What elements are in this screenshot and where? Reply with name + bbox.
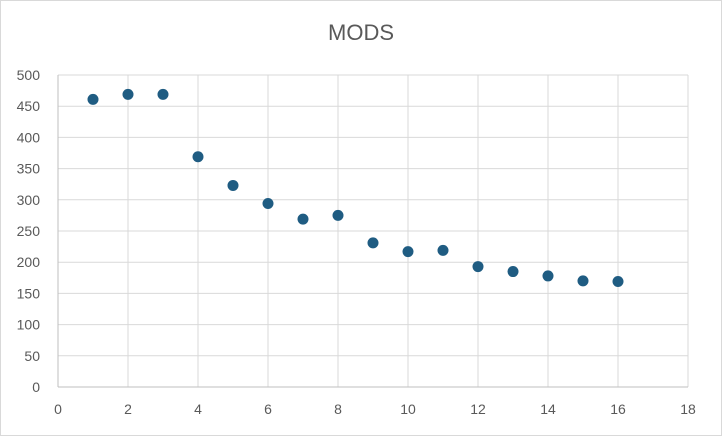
grid-lines: [58, 74, 689, 387]
y-tick-label: 300: [17, 192, 41, 208]
y-tick-label: 50: [24, 348, 40, 364]
data-point: [332, 209, 344, 221]
data-point: [157, 88, 169, 100]
x-tick-labels: 0 2 4 6 8 10 12 14 16 18: [54, 401, 696, 417]
x-tick-label: 12: [470, 401, 486, 417]
data-point: [577, 275, 589, 287]
data-point: [262, 198, 274, 210]
data-point: [297, 213, 309, 225]
y-tick-label: 250: [17, 223, 41, 239]
data-point: [367, 237, 379, 249]
data-point: [437, 244, 449, 256]
y-tick-label: 450: [17, 98, 41, 114]
y-tick-label: 100: [17, 317, 41, 333]
data-point: [507, 266, 519, 278]
x-tick-label: 16: [610, 401, 626, 417]
data-point: [542, 270, 554, 282]
data-point: [87, 93, 99, 105]
data-points: [87, 88, 624, 288]
x-tick-label: 6: [264, 401, 272, 417]
x-tick-label: 4: [194, 401, 202, 417]
x-tick-label: 0: [54, 401, 62, 417]
x-tick-label: 10: [400, 401, 416, 417]
data-point: [192, 151, 204, 163]
y-tick-labels: 0 50 100 150 200 250 300 350 400 450 500: [17, 67, 41, 395]
y-tick-label: 350: [17, 161, 41, 177]
y-tick-label: 150: [17, 285, 41, 301]
x-tick-label: 2: [124, 401, 132, 417]
data-point: [402, 246, 414, 258]
axes: [57, 75, 688, 388]
y-tick-label: 500: [17, 67, 41, 83]
x-tick-label: 14: [540, 401, 556, 417]
data-point: [472, 261, 484, 273]
chart-title: MODS: [328, 20, 394, 45]
x-tick-label: 8: [334, 401, 342, 417]
y-tick-label: 200: [17, 254, 41, 270]
y-tick-label: 0: [32, 379, 40, 395]
data-point: [122, 88, 134, 100]
data-point: [612, 276, 624, 288]
data-point: [227, 179, 239, 191]
y-tick-label: 400: [17, 129, 41, 145]
x-tick-label: 18: [680, 401, 696, 417]
